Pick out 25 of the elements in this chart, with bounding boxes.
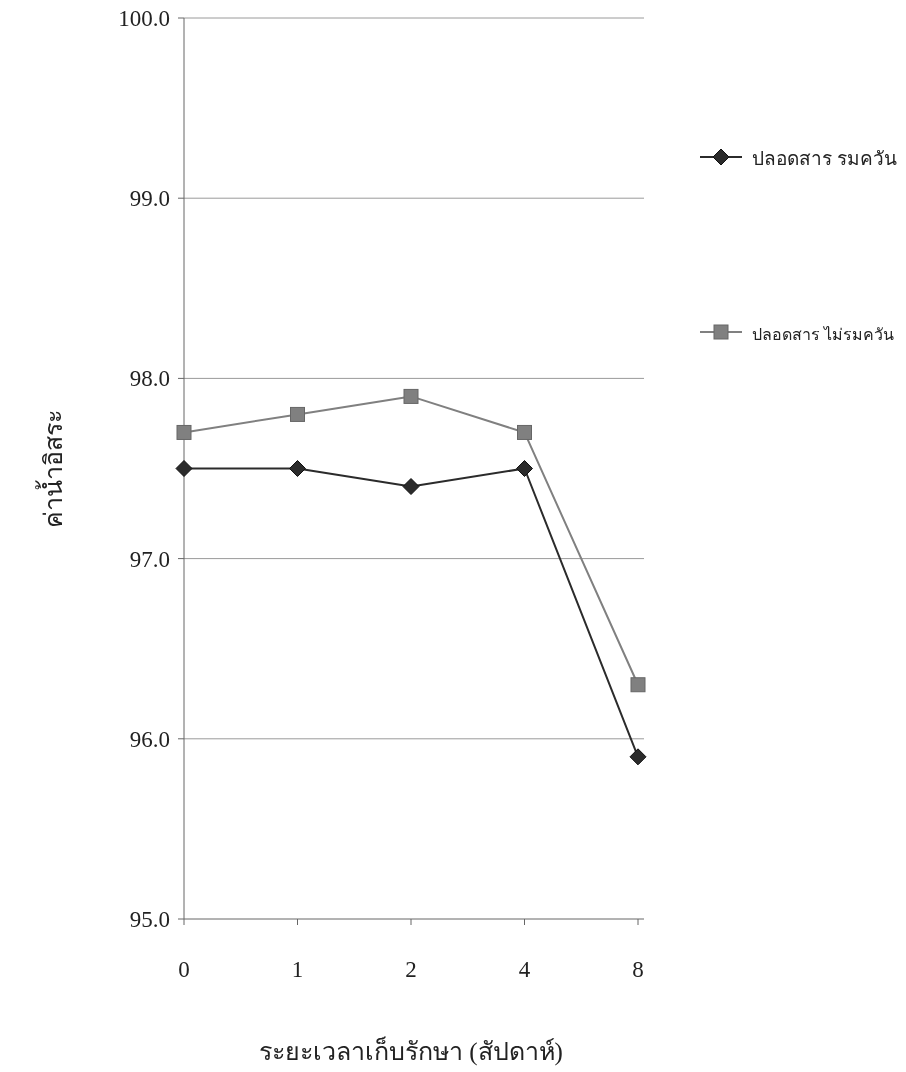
y-tick-label: 98.0: [129, 366, 170, 392]
point: [517, 424, 532, 440]
y-tick-label: 97.0: [129, 546, 170, 572]
x-tick-label: 4: [518, 957, 531, 982]
point: [629, 748, 647, 766]
legend-label: ปลอดสาร รมควัน: [752, 148, 897, 169]
y-tick-label: 95.0: [129, 907, 170, 932]
point: [402, 478, 420, 496]
y-tick-label: 100.0: [118, 6, 170, 31]
point: [403, 388, 419, 404]
point: [290, 406, 305, 422]
y-tick-label: 96.0: [129, 726, 170, 752]
legend-label: ปลอดสาร ไม่รมควัน: [752, 325, 894, 343]
point: [516, 460, 533, 477]
x-axis-title: ระยะเวลาเก็บรักษา (สัปดาห์): [259, 1036, 563, 1066]
point: [289, 460, 306, 477]
point: [175, 460, 193, 477]
y-tick-label: 99.0: [129, 186, 170, 212]
point: [630, 677, 646, 693]
x-tick-label: 8: [632, 957, 644, 982]
point: [176, 424, 192, 440]
y-axis-title: ค่าน้ำอิสระ: [35, 409, 67, 528]
x-tick-label: 1: [291, 957, 304, 982]
x-tick-label: 0: [178, 957, 190, 982]
x-tick-label: 2: [405, 957, 417, 982]
